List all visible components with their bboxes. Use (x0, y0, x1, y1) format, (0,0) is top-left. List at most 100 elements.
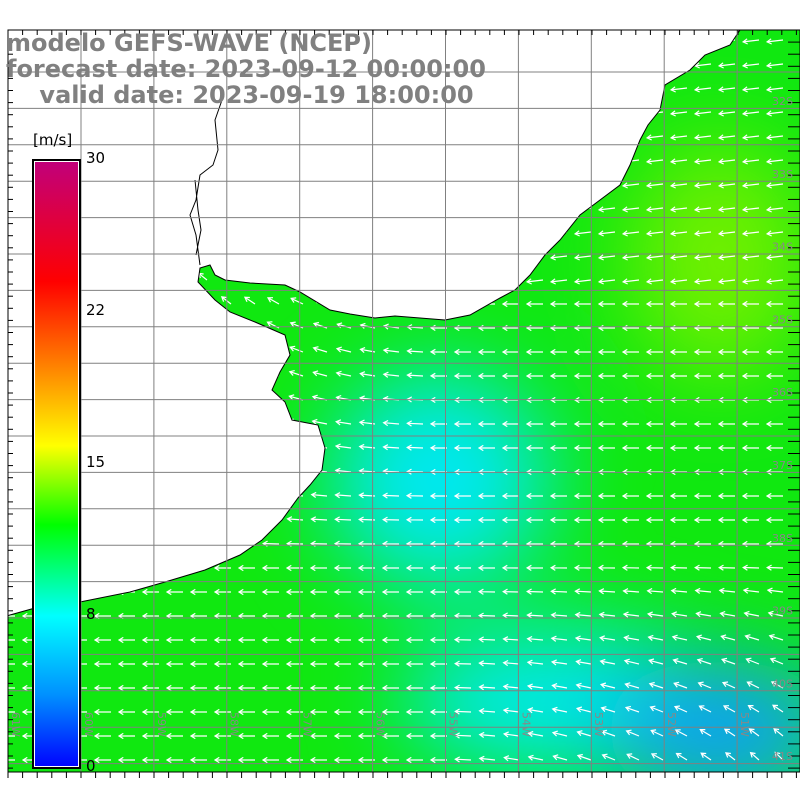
wind-arrow (285, 708, 303, 716)
wind-arrow (717, 86, 736, 93)
wind-arrow (765, 444, 783, 452)
wind-arrow (335, 370, 352, 377)
wind-arrow (766, 587, 784, 594)
wind-arrow (189, 684, 207, 692)
longitude-label: 56W (374, 712, 387, 737)
wind-arrow (693, 420, 711, 428)
wind-arrow (718, 587, 736, 594)
map-frame (7, 29, 800, 773)
wind-arrow (477, 372, 495, 380)
latitude-label: 34S (772, 241, 793, 254)
wind-arrow (189, 732, 207, 740)
wind-arrow (693, 516, 711, 524)
wind-arrow (8, 687, 15, 689)
wind-arrow (645, 516, 663, 524)
wind-arrow (621, 278, 640, 285)
wind-arrow (237, 660, 255, 668)
wind-arrow (478, 660, 496, 667)
wind-arrow (669, 110, 688, 117)
wind-arrow (645, 230, 664, 237)
wind-arrow (675, 752, 688, 761)
wind-arrow (165, 588, 183, 596)
wind-arrow (285, 660, 303, 668)
colorbar-tick: 30 (86, 149, 106, 167)
wind-arrow (165, 732, 183, 740)
wind-arrow (721, 681, 736, 689)
wind-arrow (405, 636, 423, 644)
wind-arrow (333, 588, 351, 596)
wind-arrow (551, 730, 568, 737)
wind-arrow (700, 752, 712, 761)
land-mass (8, 30, 800, 617)
wind-arrow (717, 110, 736, 117)
wind-arrow (477, 324, 495, 332)
wind-arrow (335, 419, 352, 426)
colorbar-tick: 15 (86, 453, 106, 471)
latitude-label: 38S (772, 532, 793, 545)
wind-arrow (693, 348, 711, 356)
title-model: modelo GEFS-WAVE (NCEP) (6, 29, 372, 57)
wind-arrow (573, 300, 591, 308)
wind-arrow (597, 278, 616, 285)
wind-arrow (573, 278, 592, 285)
wind-arrow (93, 756, 111, 764)
wind-arrow (573, 492, 591, 500)
wind-arrow (597, 230, 616, 237)
wind-arrow (573, 564, 592, 571)
wind-arrow (477, 588, 496, 595)
wind-arrow (674, 729, 688, 737)
wind-arrow (770, 681, 784, 689)
wind-arrow (333, 636, 351, 644)
latitude-label: 40S (772, 677, 793, 690)
wind-arrow (717, 230, 736, 237)
wind-arrow (573, 516, 591, 524)
wind-arrow (599, 682, 616, 689)
wind-arrow (453, 564, 471, 572)
wind-arrow (699, 729, 712, 737)
wind-arrow (237, 708, 255, 716)
wind-arrow (741, 110, 760, 117)
wind-arrow (285, 636, 303, 644)
latitude-label: 35S (772, 313, 793, 326)
wind-arrow (741, 158, 760, 165)
wind-arrow (671, 611, 688, 618)
wind-arrow (477, 420, 495, 428)
wind-arrow (381, 756, 399, 764)
wind-arrow (624, 705, 640, 713)
wind-arrow (454, 708, 472, 715)
wind-arrow (549, 516, 567, 524)
wind-arrow (717, 540, 735, 548)
wind-arrow (717, 62, 736, 69)
wind-arrow (311, 418, 328, 425)
wind-arrow (741, 540, 759, 548)
wind-arrow (765, 158, 784, 165)
wind-arrow (695, 634, 712, 641)
wind-arrow (502, 659, 520, 667)
wind-arrow (405, 684, 423, 692)
longitude-label: 60W (82, 712, 95, 737)
wind-arrow (645, 348, 663, 356)
wind-arrow (645, 420, 663, 428)
wind-arrow (549, 372, 567, 380)
longitude-label: 53W (592, 712, 605, 737)
wind-arrow (744, 634, 760, 641)
wind-arrow (693, 492, 711, 500)
wind-arrow (429, 684, 447, 692)
wind-arrow (669, 444, 687, 452)
wind-arrow (8, 615, 15, 617)
wind-arrow (382, 371, 400, 378)
wind-arrow (525, 444, 543, 452)
wind-arrow (453, 372, 471, 380)
wind-arrow (765, 62, 784, 69)
wind-arrow (549, 540, 567, 548)
wind-arrow (454, 684, 472, 691)
wind-arrow (624, 682, 640, 689)
wind-arrow (695, 611, 712, 618)
wind-arrow (502, 636, 520, 643)
wind-arrow (599, 658, 616, 665)
wind-arrow (286, 516, 304, 523)
wind-arrow (213, 732, 231, 740)
longitude-label: 55W (446, 712, 459, 737)
wind-arrow (526, 659, 544, 666)
